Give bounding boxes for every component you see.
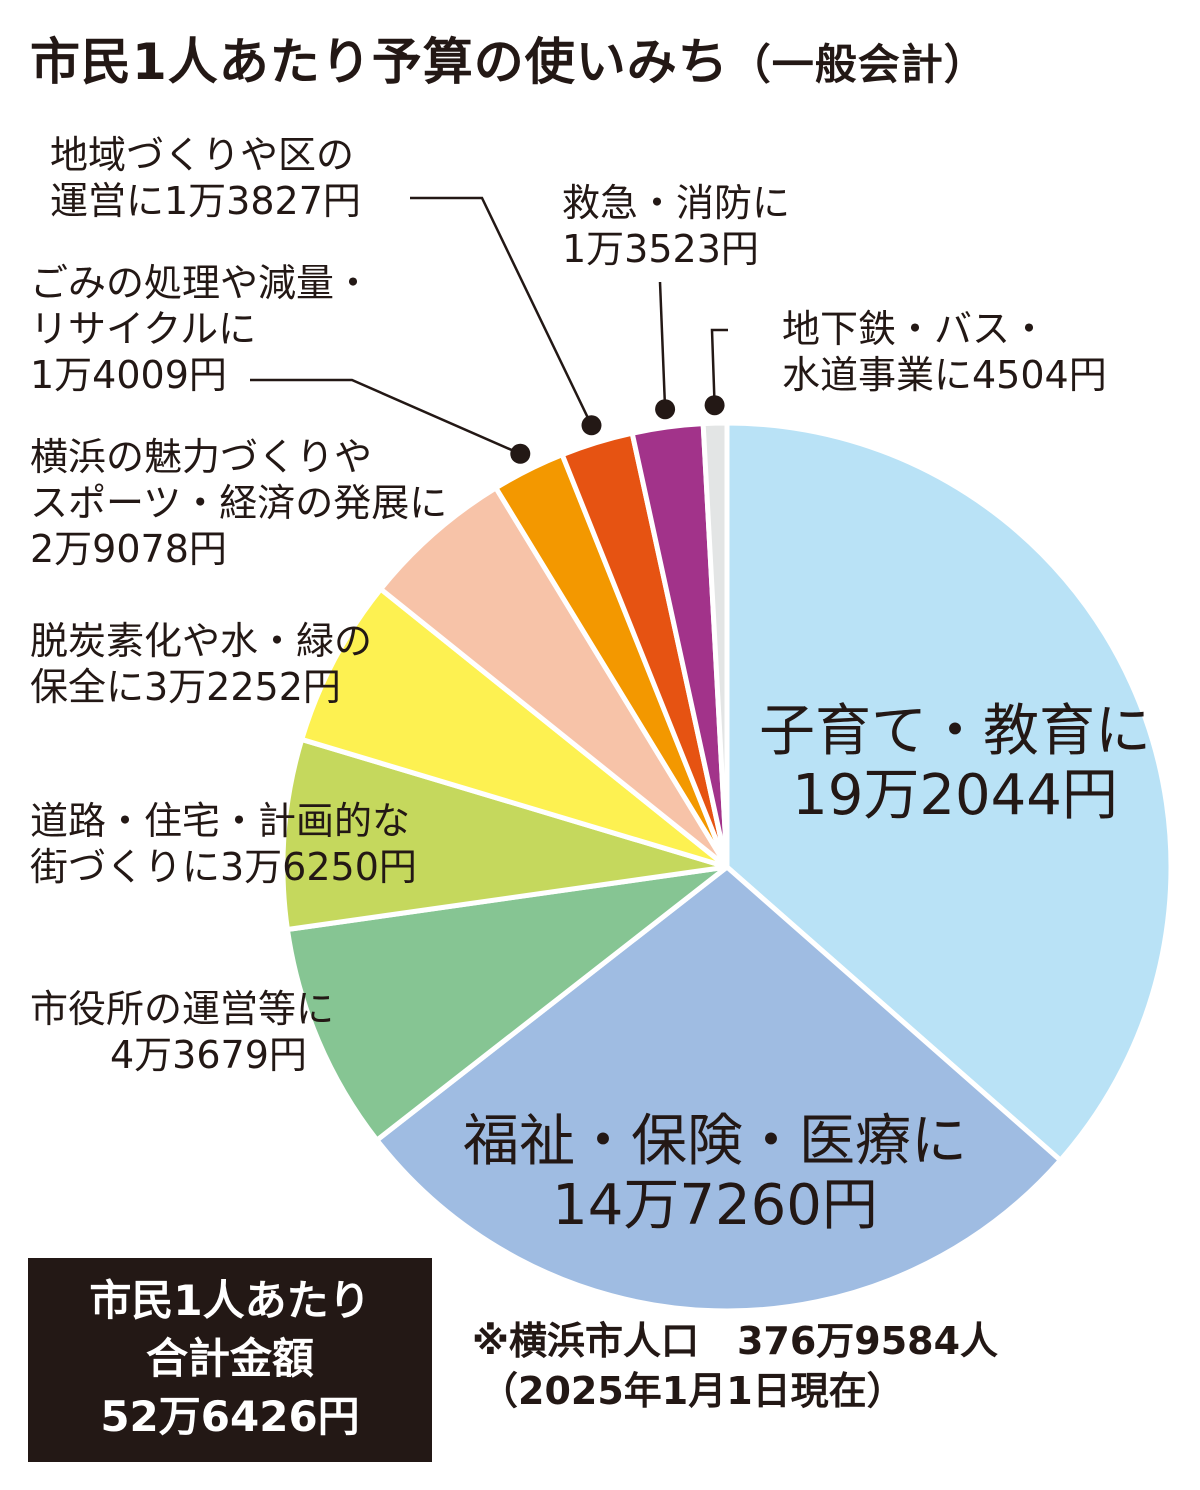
pie-slice-education (724, 420, 1174, 1163)
label-welfare: 福祉・保険・医療に 14万7260円 (463, 1109, 967, 1238)
leader-dot-garbage (510, 443, 531, 464)
leader-dot-subway (704, 395, 725, 416)
leader-line-community (410, 196, 593, 426)
total-box: 市民1人あたり 合計金額 52万6426円 (28, 1258, 432, 1462)
label-decarbonization: 脱炭素化や水・緑の 保全に3万2252円 (30, 619, 373, 709)
population-note: ※横浜市人口 376万9584人 （2025年1月1日現在） (472, 1319, 999, 1413)
pie-slice-decarbonization (299, 586, 730, 870)
label-roads-housing: 道路・住宅・計画的な 街づくりに3万6250円 (30, 799, 417, 889)
leader-line-subway (710, 328, 728, 406)
label-city-office: 市役所の運営等に 4万3679円 (30, 987, 335, 1077)
leader-line-garbage (250, 378, 521, 455)
pie-slice-subway (700, 420, 730, 870)
leader-line-emergency (658, 281, 667, 410)
pie-slice-attractiveness (378, 485, 730, 870)
title-suffix: （一般会計） (728, 40, 987, 89)
label-attractiveness: 横浜の魅力づくりや スポーツ・経済の発展に 2万9078円 (30, 435, 448, 571)
leader-dot-emergency (655, 399, 676, 420)
chart-title: 市民1人あたり予算の使いみち（一般会計） (30, 22, 987, 94)
label-garbage: ごみの処理や減量・ リサイクルに 1万4009円 (30, 261, 373, 397)
label-community: 地域づくりや区の 運営に1万3827円 (50, 133, 361, 223)
pie-slice-welfare (374, 864, 1063, 1314)
label-emergency: 救急・消防に 1万3523円 (562, 181, 791, 271)
pie-slice-city-office (284, 864, 730, 1143)
title-main: 市民1人あたり予算の使いみち (30, 33, 729, 91)
leader-dot-community (581, 415, 602, 436)
label-education: 子育て・教育に 19万2044円 (759, 699, 1151, 828)
label-subway: 地下鉄・バス・ 水道事業に4504円 (782, 307, 1107, 397)
pie-slice-roads-housing (280, 736, 730, 933)
